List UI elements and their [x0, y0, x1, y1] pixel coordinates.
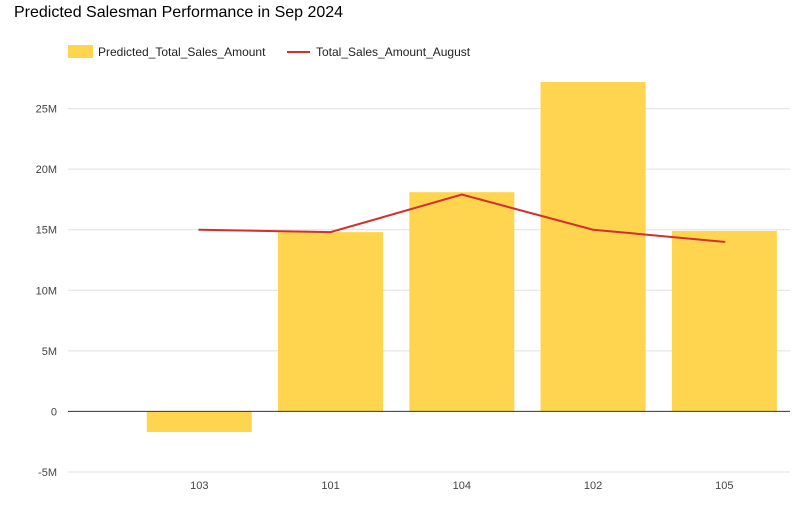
- y-tick-label: 5M: [42, 346, 57, 358]
- x-tick-label: 105: [715, 480, 733, 492]
- line-point-102: [592, 228, 595, 231]
- x-tick-label: 102: [584, 480, 602, 492]
- line-point-105: [723, 240, 726, 243]
- bar-103: [146, 411, 252, 433]
- legend-label-bar: Predicted_Total_Sales_Amount: [98, 45, 266, 59]
- legend-label-line: Total_Sales_Amount_August: [316, 45, 471, 59]
- bar-101: [278, 232, 384, 412]
- chart-title: Predicted Salesman Performance in Sep 20…: [14, 4, 344, 21]
- y-axis-ticks: -5M 0 5M 10M 15M 20M 25M: [36, 104, 57, 479]
- x-tick-label: 104: [453, 480, 471, 492]
- legend-swatch-bar: [68, 45, 93, 58]
- line-point-103: [198, 228, 201, 231]
- bar-series: [146, 81, 777, 433]
- y-tick-label: 15M: [36, 225, 57, 237]
- x-tick-label: 101: [321, 480, 339, 492]
- bar-104: [409, 192, 515, 412]
- y-tick-label: 25M: [36, 104, 57, 116]
- bar-105: [671, 230, 777, 412]
- line-point-104: [460, 193, 463, 196]
- line-series: [198, 193, 726, 243]
- legend: Predicted_Total_Sales_Amount Total_Sales_…: [68, 45, 471, 59]
- line-point-101: [329, 231, 332, 234]
- y-tick-label: 0: [51, 406, 57, 418]
- y-tick-label: 20M: [36, 164, 57, 176]
- bar-102: [540, 81, 646, 412]
- y-tick-label: 10M: [36, 285, 57, 297]
- x-tick-label: 103: [190, 480, 208, 492]
- y-tick-label: -5M: [38, 467, 57, 479]
- x-axis-ticks: 103 101 104 102 105: [190, 480, 733, 492]
